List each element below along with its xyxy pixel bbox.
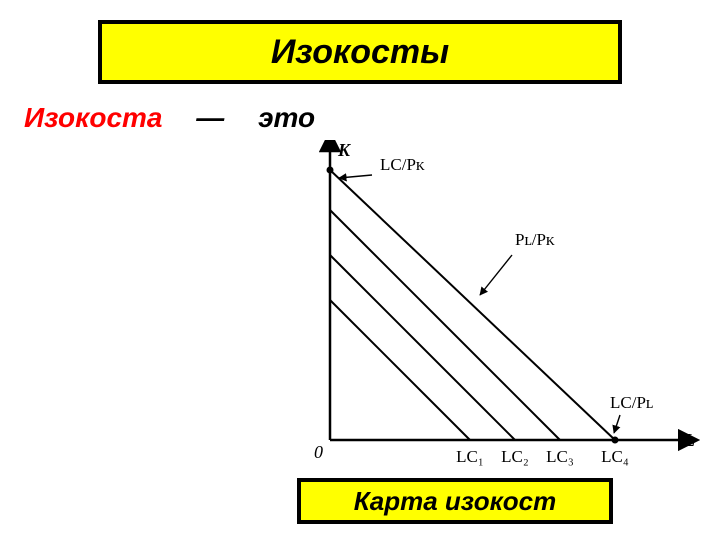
definition-term: Изокоста — [24, 102, 163, 133]
definition-rest: это — [258, 102, 315, 133]
y-axis-label: K — [337, 140, 352, 160]
isocost-line — [330, 255, 515, 440]
x-tick-label: LC₃ — [546, 447, 574, 466]
main-title-box: Изокосты — [98, 20, 622, 84]
isocost-line — [330, 300, 470, 440]
origin-label: 0 — [314, 442, 323, 462]
x-tick-label: LC₄ — [601, 447, 629, 466]
definition-dash: — — [196, 102, 224, 134]
chart-annotation-arrow — [339, 175, 372, 178]
isocost-chart: K L 0 LC₁ LC₂ LC₃ LC₄ LC/Pᴋ Pʟ/Pᴋ LC/Pʟ — [290, 140, 700, 470]
x-axis-label: L — [683, 430, 695, 450]
chart-annotation-arrow — [480, 255, 512, 295]
caption-text: Карта изокост — [354, 486, 556, 516]
x-tick-label: LC₁ — [456, 447, 484, 466]
chart-annotation-text: LC/Pᴋ — [380, 155, 425, 174]
main-title-text: Изокосты — [271, 33, 449, 71]
isocost-endpoint-marker — [327, 167, 334, 174]
x-tick-label: LC₂ — [501, 447, 529, 466]
caption-box: Карта изокост — [297, 478, 613, 524]
isocost-endpoint-marker — [612, 437, 619, 444]
chart-annotation-text: LC/Pʟ — [610, 393, 653, 412]
chart-annotation-text: Pʟ/Pᴋ — [515, 230, 555, 249]
definition-line: Изокоста — это — [24, 102, 315, 134]
isocost-line — [330, 170, 615, 440]
chart-annotation-arrow — [614, 415, 620, 433]
